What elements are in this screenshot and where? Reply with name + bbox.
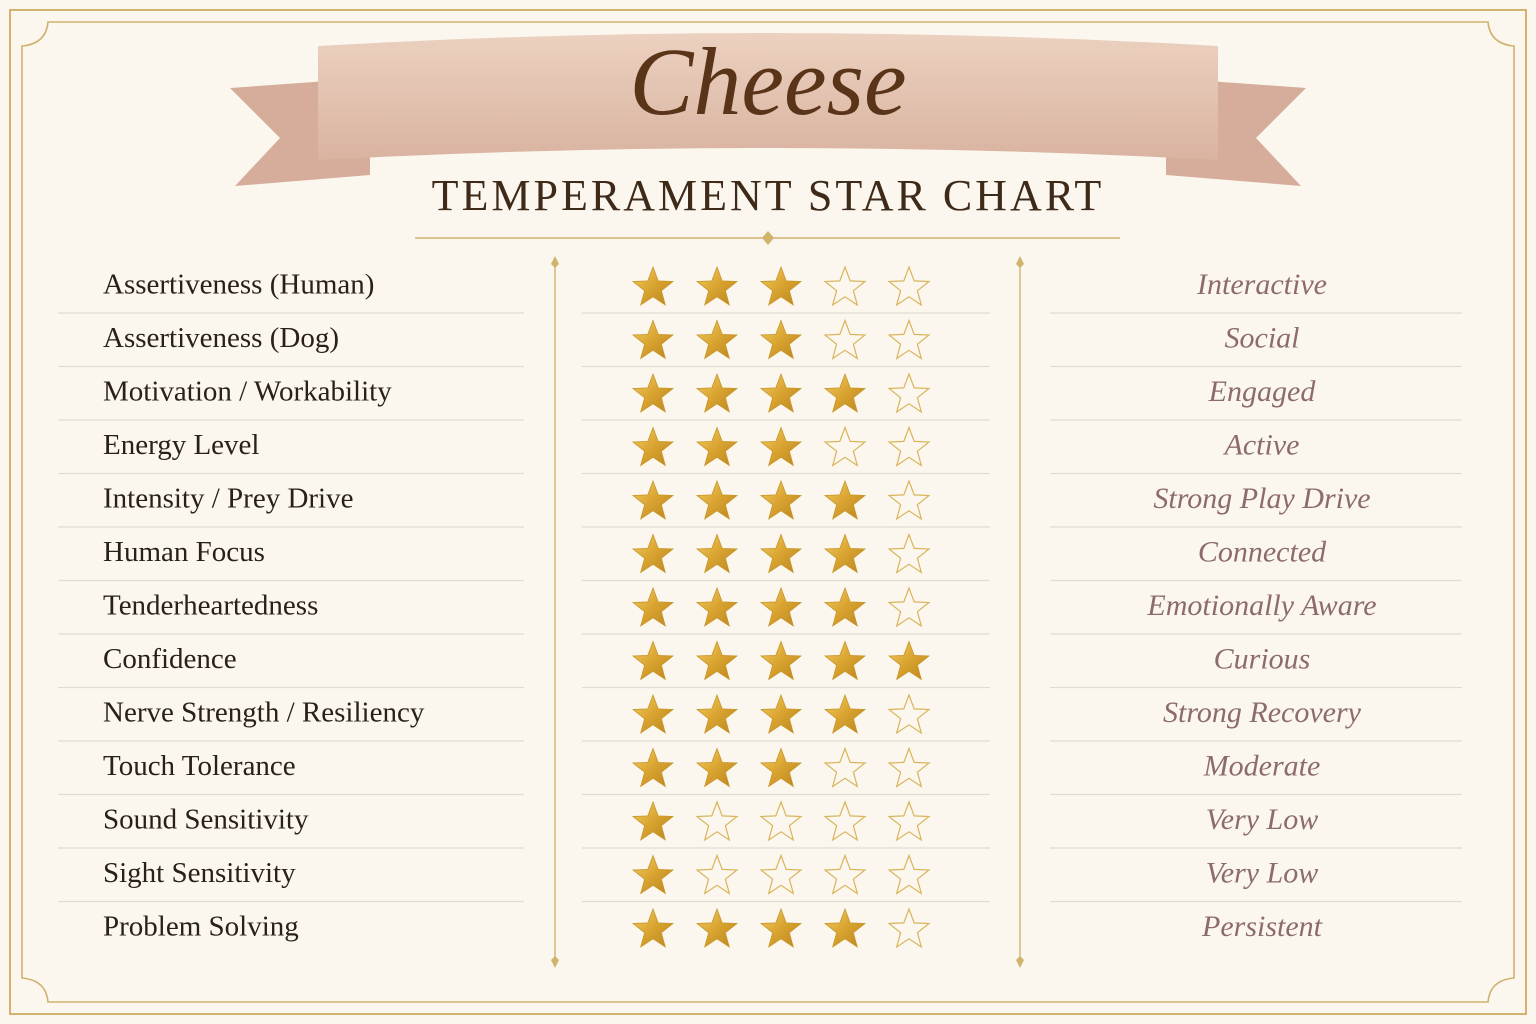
star-empty xyxy=(823,746,867,788)
star-filled xyxy=(695,747,739,788)
trait-label: Confidence xyxy=(103,643,237,675)
trait-label: Sight Sensitivity xyxy=(103,857,296,889)
descriptor: Emotionally Aware xyxy=(1146,589,1376,622)
star-filled xyxy=(823,479,867,520)
descriptor: Very Low xyxy=(1206,856,1319,889)
star-filled xyxy=(823,372,867,413)
star-empty xyxy=(887,907,931,949)
trait-label: Human Focus xyxy=(103,536,265,568)
star-filled xyxy=(631,854,675,895)
star-filled xyxy=(631,319,675,360)
trait-label: Tenderheartedness xyxy=(103,590,318,622)
descriptor: Very Low xyxy=(1206,803,1319,836)
star-empty xyxy=(887,372,931,414)
trait-label: Sound Sensitivity xyxy=(103,804,309,836)
star-filled xyxy=(695,693,739,734)
star-filled xyxy=(695,586,739,627)
star-empty xyxy=(759,800,803,842)
star-filled xyxy=(695,426,739,467)
star-filled xyxy=(759,586,803,627)
star-empty xyxy=(823,318,867,360)
star-empty xyxy=(887,425,931,467)
trait-label: Motivation / Workability xyxy=(103,376,392,408)
star-filled xyxy=(759,479,803,520)
star-filled xyxy=(759,640,803,681)
trait-label: Nerve Strength / Resiliency xyxy=(103,697,425,729)
descriptor: Social xyxy=(1225,321,1300,354)
star-empty xyxy=(695,853,739,895)
star-filled xyxy=(695,372,739,413)
star-filled xyxy=(631,372,675,413)
star-filled xyxy=(823,907,867,948)
star-filled xyxy=(631,479,675,520)
star-empty xyxy=(887,586,931,628)
star-filled xyxy=(759,533,803,574)
star-filled xyxy=(695,319,739,360)
star-filled xyxy=(823,533,867,574)
star-filled xyxy=(695,533,739,574)
star-empty xyxy=(887,853,931,895)
star-filled xyxy=(823,693,867,734)
descriptor: Curious xyxy=(1214,642,1311,675)
star-filled xyxy=(759,907,803,948)
star-filled xyxy=(759,265,803,306)
star-empty xyxy=(887,318,931,360)
star-filled xyxy=(631,426,675,467)
star-filled xyxy=(695,640,739,681)
ribbon xyxy=(230,33,1306,186)
star-empty xyxy=(887,532,931,574)
title: Cheese xyxy=(629,28,906,135)
star-filled xyxy=(759,693,803,734)
star-empty xyxy=(823,425,867,467)
star-filled xyxy=(759,372,803,413)
star-empty xyxy=(823,265,867,307)
star-filled xyxy=(887,640,931,681)
star-filled xyxy=(823,640,867,681)
descriptor: Interactive xyxy=(1196,268,1327,301)
star-filled xyxy=(631,800,675,841)
trait-label: Assertiveness (Human) xyxy=(103,269,374,301)
subtitle: TEMPERAMENT STAR CHART xyxy=(432,171,1105,220)
star-empty xyxy=(887,693,931,735)
star-filled xyxy=(631,640,675,681)
star-empty xyxy=(695,800,739,842)
descriptor: Active xyxy=(1223,428,1300,461)
descriptor: Strong Recovery xyxy=(1163,696,1362,729)
descriptor: Persistent xyxy=(1201,910,1323,943)
border xyxy=(9,9,1527,1015)
descriptor: Connected xyxy=(1198,535,1327,568)
star-filled xyxy=(631,586,675,627)
star-filled xyxy=(695,479,739,520)
star-filled xyxy=(759,426,803,467)
star-empty xyxy=(887,800,931,842)
trait-label: Touch Tolerance xyxy=(103,750,296,782)
star-empty xyxy=(887,746,931,788)
star-empty xyxy=(823,853,867,895)
descriptor: Engaged xyxy=(1208,375,1317,408)
star-filled xyxy=(759,319,803,360)
star-empty xyxy=(759,853,803,895)
trait-label: Energy Level xyxy=(103,429,259,461)
divider xyxy=(415,231,1120,968)
trait-label: Assertiveness (Dog) xyxy=(103,322,339,354)
star-filled xyxy=(695,907,739,948)
star-empty xyxy=(823,800,867,842)
star-empty xyxy=(887,265,931,307)
star-filled xyxy=(631,533,675,574)
star-filled xyxy=(631,693,675,734)
trait-label: Problem Solving xyxy=(103,911,299,943)
star-filled xyxy=(631,907,675,948)
star-filled xyxy=(759,747,803,788)
star-filled xyxy=(631,265,675,306)
descriptor: Strong Play Drive xyxy=(1153,482,1370,515)
star-filled xyxy=(631,747,675,788)
star-empty xyxy=(887,479,931,521)
star-filled xyxy=(695,265,739,306)
star-filled xyxy=(823,586,867,627)
descriptor: Moderate xyxy=(1203,749,1321,782)
trait-label: Intensity / Prey Drive xyxy=(103,483,353,515)
